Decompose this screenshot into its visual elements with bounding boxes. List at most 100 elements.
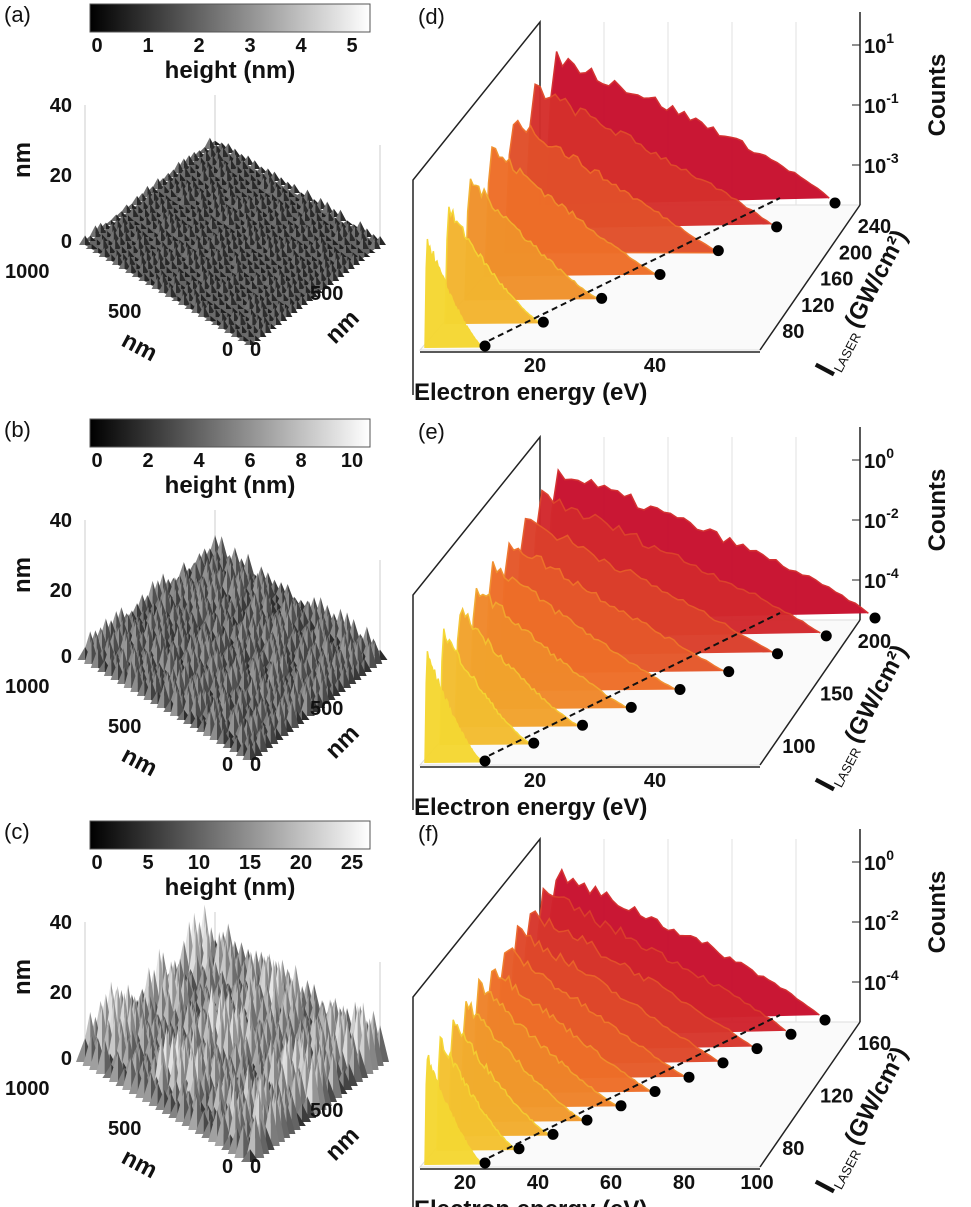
surface-peak — [129, 634, 138, 656]
cutoff-point — [479, 755, 491, 767]
surface-peak — [268, 205, 275, 213]
right-axis-label: nm — [320, 720, 365, 765]
surface-peak — [246, 280, 252, 289]
surface-peak — [256, 170, 262, 177]
surface-peak — [218, 226, 225, 233]
intensity-axis — [759, 619, 861, 766]
surface-peak — [355, 225, 361, 237]
surface-peak — [215, 309, 222, 317]
surface-peak — [184, 293, 190, 305]
x-axis-label: Electron energy (eV) — [414, 794, 647, 821]
tick-base: 10 — [864, 36, 886, 58]
surface-peak — [204, 206, 210, 217]
surface-peak — [105, 220, 111, 225]
surface-peak — [229, 284, 235, 293]
tick-exponent: -4 — [886, 967, 899, 983]
surface-peak — [309, 201, 316, 213]
counts-label: Counts — [924, 469, 951, 552]
surface-peak — [249, 229, 256, 241]
surface-peak — [354, 221, 361, 233]
surface-peak — [165, 221, 172, 233]
surface-peak — [380, 235, 386, 245]
surface-peak — [140, 216, 147, 225]
surface-peak — [150, 203, 157, 213]
surface-peak — [346, 252, 353, 257]
surface-peak — [151, 277, 158, 289]
surface-peak — [304, 278, 311, 285]
surface-peak — [234, 313, 241, 325]
left-axis-label: nm — [117, 741, 161, 782]
surface-peak — [302, 232, 309, 241]
surface-peak — [179, 270, 186, 281]
surface-peak — [249, 335, 256, 341]
surface-peak — [154, 258, 160, 269]
surface-peak — [179, 204, 185, 209]
surface-peak — [209, 137, 216, 149]
surface-peak — [236, 325, 242, 333]
surface-peak — [213, 264, 220, 273]
surface-peak — [238, 271, 245, 281]
surface-peak — [92, 247, 99, 253]
surface-peak — [217, 146, 223, 157]
surface-peak — [188, 1095, 198, 1130]
surface-peak — [311, 279, 317, 289]
surface-peak — [278, 264, 285, 273]
surface-peak — [156, 672, 164, 696]
surface-peak — [251, 273, 258, 285]
surface-peak — [270, 215, 277, 225]
surface-peak — [315, 201, 322, 213]
surface-peak — [168, 239, 175, 249]
cutoff-point — [649, 1086, 661, 1097]
surface-peak — [106, 222, 113, 233]
surface-peak — [118, 258, 125, 269]
surface-peak — [274, 171, 281, 181]
surface-peak — [180, 173, 186, 181]
surface-peak — [149, 632, 157, 656]
surface-peak — [182, 256, 189, 261]
intensity-tick: 160 — [858, 1033, 891, 1055]
surface-peak — [254, 261, 261, 269]
surface-peak — [174, 241, 181, 253]
surface-peak — [275, 278, 282, 289]
surface-peak — [154, 264, 161, 273]
counts-tick: 10-4 — [864, 967, 899, 995]
surface-peak — [255, 166, 262, 173]
surface-peak — [183, 158, 190, 169]
surface-peak — [261, 714, 270, 736]
surface-peak — [223, 281, 230, 293]
surface-peak — [165, 260, 172, 269]
surface-peak — [171, 296, 178, 301]
surface-peak — [185, 274, 192, 281]
surface-peak — [221, 1134, 231, 1150]
surface-peak — [189, 189, 196, 201]
surface-peak — [260, 727, 268, 752]
surface-peak — [234, 722, 242, 748]
surface-peak — [343, 666, 352, 688]
surface-peak — [187, 179, 194, 189]
surface-peak — [184, 302, 191, 309]
z-tick: 20 — [50, 982, 72, 1004]
surface-peak — [276, 223, 283, 229]
surface-peak — [176, 282, 182, 293]
surface-peak — [185, 271, 191, 277]
surface-peak — [168, 1099, 178, 1118]
surface-peak — [271, 258, 278, 265]
surface-peak — [200, 291, 207, 297]
surface-peak — [141, 254, 148, 265]
surface-peak — [133, 207, 140, 217]
z-tick: 20 — [50, 580, 72, 602]
surface-peak — [303, 1055, 313, 1114]
x-axis-label: Electron energy (eV) — [414, 1196, 647, 1207]
surface-peak — [212, 217, 218, 229]
surface-peak — [301, 657, 310, 684]
intensity-tick: 240 — [858, 216, 891, 238]
surface-peak — [171, 196, 178, 201]
surface-peak — [233, 274, 240, 285]
surface-peak — [289, 223, 296, 233]
surface-peak — [230, 328, 237, 337]
right-axis-tick: 500 — [310, 283, 343, 305]
surface-peak — [307, 189, 314, 201]
cutoff-point — [654, 269, 666, 280]
surface-peak — [227, 584, 236, 608]
surface-peak — [174, 239, 181, 249]
